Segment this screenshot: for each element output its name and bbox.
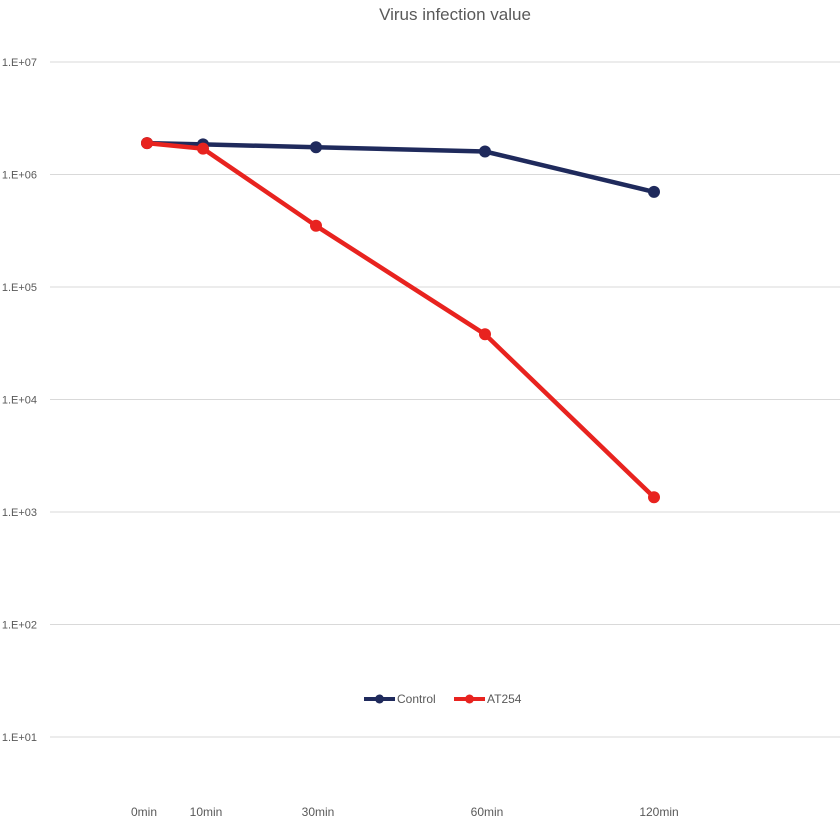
x-tick-label: 60min bbox=[471, 805, 504, 819]
legend: Control AT254 bbox=[364, 692, 522, 706]
x-axis-ticks: 0min 10min 30min 60min 120min bbox=[131, 805, 679, 819]
y-tick-label: 1.E+07 bbox=[2, 57, 37, 69]
legend-item-control: Control bbox=[364, 692, 436, 706]
data-point bbox=[310, 141, 322, 154]
x-tick-label: 0min bbox=[131, 805, 157, 819]
series-line bbox=[144, 140, 657, 195]
y-axis-ticks: 1.E+01 1.E+02 1.E+03 1.E+04 1.E+05 1.E+06 1.E+… bbox=[2, 57, 37, 744]
y-tick-label: 1.E+03 bbox=[2, 507, 37, 519]
series-line bbox=[144, 140, 657, 500]
series-control bbox=[141, 137, 660, 198]
y-tick-label: 1.E+06 bbox=[2, 170, 37, 182]
x-tick-label: 120min bbox=[639, 805, 678, 819]
legend-label: Control bbox=[397, 692, 436, 706]
series-at254 bbox=[141, 137, 660, 504]
x-tick-label: 30min bbox=[302, 805, 335, 819]
y-tick-label: 1.E+02 bbox=[2, 620, 37, 632]
y-tick-label: 1.E+01 bbox=[2, 732, 37, 744]
legend-label: AT254 bbox=[487, 692, 522, 706]
x-tick-label: 10min bbox=[190, 805, 223, 819]
data-point bbox=[479, 145, 491, 158]
chart-title: Virus infection value bbox=[379, 5, 531, 24]
series-layer bbox=[141, 137, 660, 504]
data-point bbox=[310, 219, 322, 232]
gridlines bbox=[50, 61, 840, 738]
data-point bbox=[141, 137, 153, 150]
legend-swatch-marker bbox=[375, 694, 384, 704]
y-tick-label: 1.E+05 bbox=[2, 282, 37, 294]
data-point bbox=[648, 185, 660, 198]
data-point bbox=[479, 328, 491, 341]
y-tick-label: 1.E+04 bbox=[2, 395, 37, 407]
data-point bbox=[648, 491, 660, 504]
legend-swatch-marker bbox=[465, 694, 474, 704]
legend-item-at254: AT254 bbox=[454, 692, 522, 706]
data-point bbox=[197, 142, 209, 155]
